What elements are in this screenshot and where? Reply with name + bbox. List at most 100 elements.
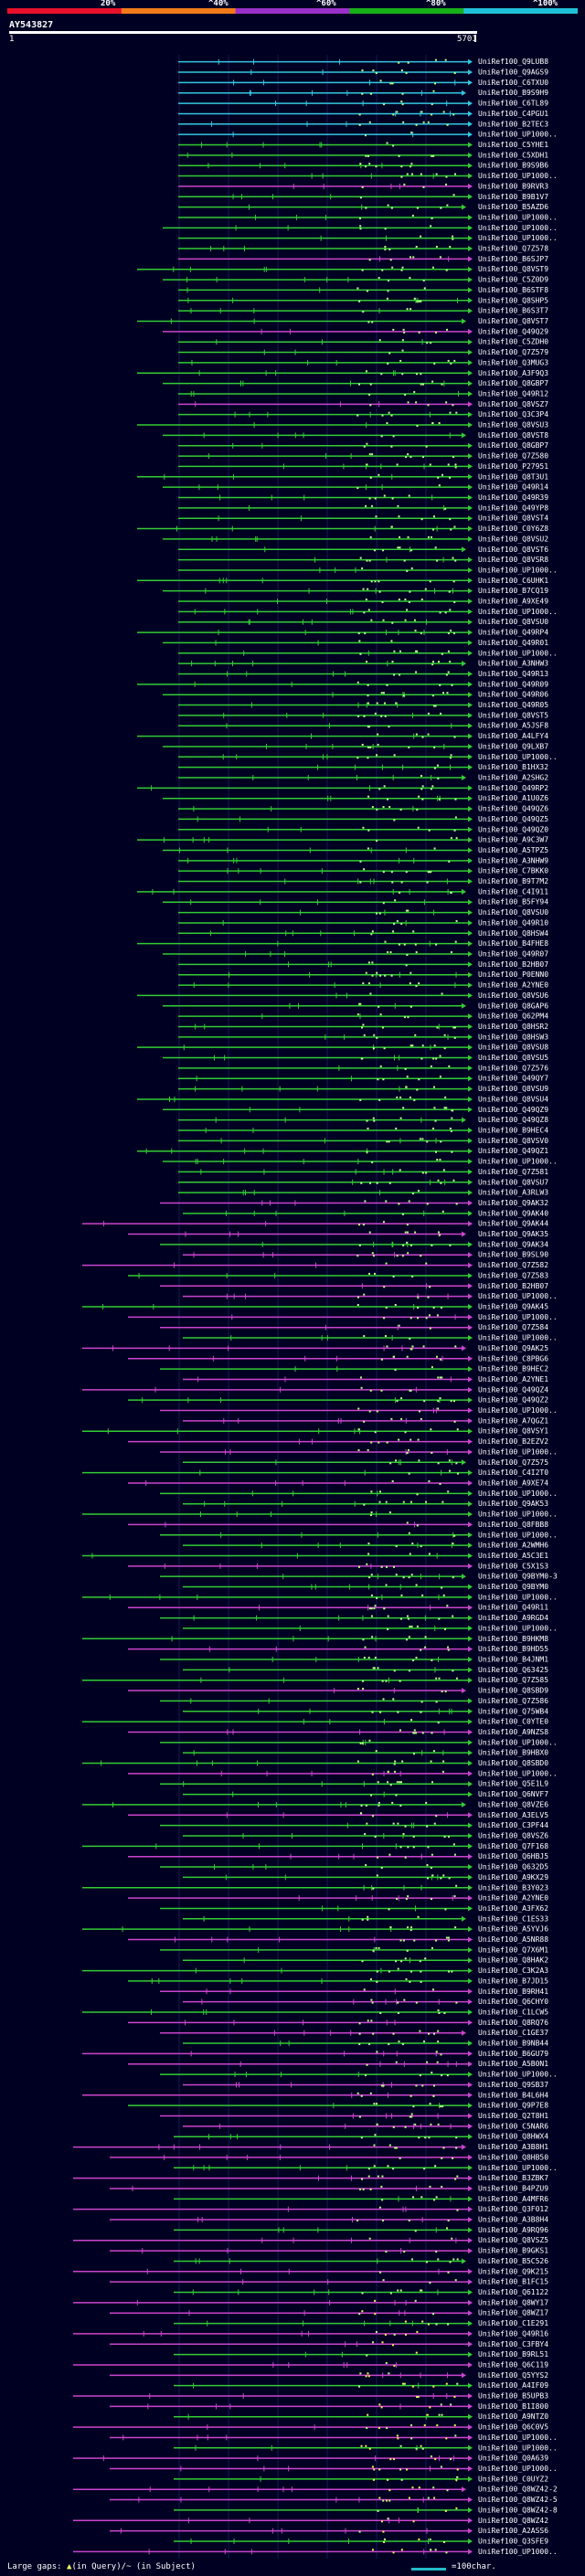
hit-row[interactable]: UniRef100_Q49QZ8: [178, 1116, 548, 1124]
hit-id-label[interactable]: UniRef100_Q8HSW4: [478, 929, 548, 938]
hit-row[interactable]: UniRef100_UP1000..: [178, 213, 558, 221]
hit-id-label[interactable]: UniRef100_UP1000..: [478, 2433, 558, 2442]
hit-id-label[interactable]: UniRef100_Q7Z586: [478, 1697, 548, 1705]
hit-id-label[interactable]: UniRef100_Q7X6M1: [478, 1945, 548, 1954]
hit-row[interactable]: UniRef100_B7JD15: [128, 1977, 548, 1985]
hit-id-label[interactable]: UniRef100_UP1000..: [478, 2164, 558, 2172]
hit-id-label[interactable]: UniRef100_Q7Z579: [478, 348, 548, 356]
hit-row[interactable]: UniRef100_Q8VSU6: [137, 991, 548, 1000]
hit-id-label[interactable]: UniRef100_UP1000..: [478, 1406, 558, 1415]
hit-id-label[interactable]: UniRef100_B9HKM8: [478, 1635, 548, 1643]
hit-id-label[interactable]: UniRef100_UP1000..: [478, 1769, 558, 1777]
hit-id-label[interactable]: UniRef100_Q7Z578: [478, 245, 548, 253]
hit-id-label[interactable]: UniRef100_Q9BYM0-3: [478, 1573, 558, 1581]
hit-row[interactable]: UniRef100_B9GKS1: [110, 2247, 548, 2255]
hit-row[interactable]: UniRef100_Q632D5: [160, 1863, 548, 1871]
hit-row[interactable]: UniRef100_Q49R12: [178, 389, 548, 398]
hit-row[interactable]: UniRef100_Q49QZ9: [163, 1106, 548, 1114]
hit-id-label[interactable]: UniRef100_B4JNM1: [478, 1655, 548, 1663]
hit-row[interactable]: UniRef100_C5ZDH0: [178, 338, 548, 346]
hit-row[interactable]: UniRef100_Q8VSU0: [178, 618, 548, 626]
hit-id-label[interactable]: UniRef100_Q49QZ9: [478, 1106, 548, 1114]
hit-id-label[interactable]: UniRef100_A9NTZ0: [478, 2412, 548, 2421]
hit-row[interactable]: UniRef100_Q9SB37: [183, 2081, 548, 2089]
hit-row[interactable]: UniRef100_B9SL90: [183, 1251, 548, 1259]
hit-row[interactable]: UniRef100_Q49R01: [163, 639, 548, 647]
hit-row[interactable]: UniRef100_A9NTZ0: [174, 2412, 548, 2421]
hit-row[interactable]: UniRef100_Q9LUB8: [178, 58, 548, 66]
hit-row[interactable]: UniRef100_B9T7M2: [178, 877, 548, 885]
hit-row[interactable]: UniRef100_Q6CHY0: [183, 1998, 548, 2006]
hit-id-label[interactable]: UniRef100_C6TL89: [478, 100, 548, 108]
hit-id-label[interactable]: UniRef100_Q8RQ76: [478, 2019, 548, 2027]
hit-id-label[interactable]: UniRef100_B2HB07: [478, 960, 548, 969]
hit-row[interactable]: UniRef100_Q49QY7: [178, 1075, 548, 1083]
hit-id-label[interactable]: UniRef100_Q8VST9: [478, 265, 548, 273]
hit-row[interactable]: UniRef100_A3NHW9: [178, 856, 548, 864]
hit-id-label[interactable]: UniRef100_UP1000..: [478, 1334, 558, 1342]
hit-row[interactable]: UniRef100_Q7Z585: [82, 1676, 548, 1684]
hit-id-label[interactable]: UniRef100_UP1000..: [478, 2548, 558, 2556]
hit-id-label[interactable]: UniRef100_Q0A639: [478, 2454, 548, 2463]
hit-id-label[interactable]: UniRef100_C6TXU0: [478, 79, 548, 87]
hit-id-label[interactable]: UniRef100_A5YVJ6: [478, 1925, 548, 1934]
hit-row[interactable]: UniRef100_B2TEC3: [178, 120, 548, 128]
hit-id-label[interactable]: UniRef100_UP1000..: [478, 566, 558, 574]
hit-id-label[interactable]: UniRef100_UP1000..: [478, 1511, 558, 1519]
hit-row[interactable]: UniRef100_Q8VSU2: [163, 535, 548, 543]
hit-id-label[interactable]: UniRef100_A9NZS8: [478, 1728, 548, 1736]
hit-row[interactable]: UniRef100_Q8FBB8: [128, 1521, 548, 1529]
hit-row[interactable]: UniRef100_A3NHW3: [178, 660, 548, 668]
hit-id-label[interactable]: UniRef100_B9HEC2: [478, 1365, 548, 1373]
hit-id-label[interactable]: UniRef100_C5X1S3: [478, 1562, 548, 1570]
hit-id-label[interactable]: UniRef100_Q8SHP5: [478, 296, 548, 304]
hit-row[interactable]: UniRef100_B9S9H9: [178, 89, 548, 97]
hit-row[interactable]: UniRef100_P0ENN0: [178, 970, 548, 979]
hit-id-label[interactable]: UniRef100_Q9LXB7: [478, 742, 548, 750]
hit-id-label[interactable]: UniRef100_B7CQ19: [478, 587, 548, 595]
hit-id-label[interactable]: UniRef100_B6GU79: [478, 2050, 548, 2058]
hit-row[interactable]: UniRef100_Q7Z575: [183, 1458, 548, 1467]
hit-id-label[interactable]: UniRef100_Q49R16: [478, 2329, 548, 2337]
hit-id-label[interactable]: UniRef100_Q8VSU9: [478, 1085, 548, 1093]
hit-row[interactable]: UniRef100_B6S3T7: [178, 307, 548, 315]
hit-id-label[interactable]: UniRef100_UP1000..: [478, 213, 558, 221]
hit-row[interactable]: UniRef100_Q8WZ42-8: [174, 2506, 558, 2514]
hit-id-label[interactable]: UniRef100_Q9AK35: [478, 1230, 548, 1238]
hit-row[interactable]: UniRef100_Q49RP4: [137, 629, 548, 637]
hit-id-label[interactable]: UniRef100_Q8WY17: [478, 2298, 548, 2306]
hit-row[interactable]: UniRef100_Q0A639: [73, 2454, 548, 2463]
hit-row[interactable]: UniRef100_Q8VSU5: [163, 1054, 548, 1062]
hit-id-label[interactable]: UniRef100_Q8VSU7: [478, 1178, 548, 1186]
hit-id-label[interactable]: UniRef100_Q49R09: [478, 680, 548, 688]
hit-row[interactable]: UniRef100_C5NAR6: [183, 2122, 548, 2130]
hit-id-label[interactable]: UniRef100_Q49QZ4: [478, 1385, 548, 1394]
hit-row[interactable]: UniRef100_UP1000..: [160, 1738, 558, 1746]
hit-row[interactable]: UniRef100_Q8VSU8: [137, 1044, 548, 1052]
hit-id-label[interactable]: UniRef100_C0Y6Z8: [478, 525, 548, 533]
hit-id-label[interactable]: UniRef100_Q9LUB8: [478, 58, 548, 66]
hit-id-label[interactable]: UniRef100_B9HBX0: [478, 1749, 548, 1757]
hit-id-label[interactable]: UniRef100_B1HX32: [478, 763, 548, 771]
hit-row[interactable]: UniRef100_B9HBX0: [183, 1749, 548, 1757]
hit-row[interactable]: UniRef100_A9RGD4: [160, 1614, 548, 1622]
hit-row[interactable]: UniRef100_Q49RP2: [137, 784, 548, 792]
hit-row[interactable]: UniRef100_Q8VST4: [178, 514, 548, 523]
hit-row[interactable]: UniRef100_UP1000..: [178, 131, 558, 139]
hit-row[interactable]: UniRef100_Q8VSV0: [178, 1137, 548, 1145]
hit-row[interactable]: UniRef100_C5YHE1: [178, 141, 548, 149]
hit-id-label[interactable]: UniRef100_UP1000..: [478, 2071, 558, 2079]
hit-row[interactable]: UniRef100_A9C3W7: [137, 836, 548, 844]
hit-row[interactable]: UniRef100_B9HD55: [128, 1645, 548, 1653]
hit-id-label[interactable]: UniRef100_Q9BYM0: [478, 1583, 548, 1591]
hit-id-label[interactable]: UniRef100_Q49QZ8: [478, 1116, 548, 1124]
hit-row[interactable]: UniRef100_A7QGZ1: [183, 1416, 548, 1425]
hit-row[interactable]: UniRef100_B9S9B6: [178, 162, 548, 170]
hit-row[interactable]: UniRef100_Q8VSZ5: [73, 2236, 548, 2244]
hit-id-label[interactable]: UniRef100_Q8VSU0: [478, 618, 548, 626]
hit-id-label[interactable]: UniRef100_A9KX29: [478, 1873, 548, 1882]
hit-row[interactable]: UniRef100_UP1000..: [178, 234, 558, 242]
hit-id-label[interactable]: UniRef100_A1U0Z6: [478, 794, 548, 802]
hit-row[interactable]: UniRef100_B2HB07: [178, 960, 548, 969]
hit-row[interactable]: UniRef100_A2SHG2: [178, 774, 548, 782]
